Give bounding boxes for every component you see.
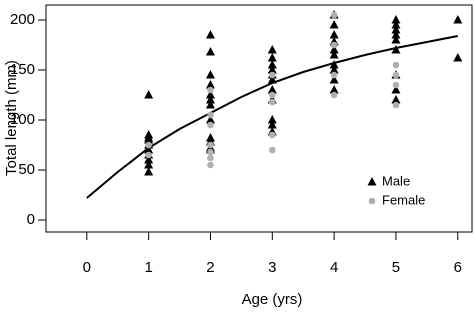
point <box>329 45 339 54</box>
point <box>207 111 214 119</box>
point <box>267 45 277 54</box>
point <box>453 15 463 24</box>
point <box>330 41 338 49</box>
x-tick-label: 0 <box>83 259 91 276</box>
y-tick-label: 150 <box>10 61 35 78</box>
x-tick-label: 3 <box>268 259 276 276</box>
point <box>391 95 401 104</box>
point <box>207 148 214 156</box>
point <box>267 120 277 129</box>
point <box>392 71 400 79</box>
point <box>205 80 215 89</box>
x-tick-label: 4 <box>330 259 338 276</box>
point <box>392 101 400 109</box>
point <box>329 50 339 59</box>
point <box>268 98 276 106</box>
point <box>391 25 401 34</box>
point <box>267 53 277 62</box>
x-tick-label: 2 <box>206 259 214 276</box>
point <box>144 90 154 99</box>
point <box>268 91 276 99</box>
point <box>145 151 152 159</box>
legend-marker <box>367 177 377 186</box>
point <box>144 160 154 169</box>
point <box>329 75 339 84</box>
point <box>267 75 277 84</box>
x-tick-label: 1 <box>144 259 152 276</box>
point <box>144 167 154 176</box>
plot-frame <box>45 4 473 233</box>
point <box>391 30 401 39</box>
point <box>207 141 214 149</box>
point <box>267 65 277 74</box>
point <box>205 115 215 124</box>
point <box>329 85 339 94</box>
point <box>268 131 276 139</box>
point <box>205 30 215 39</box>
point <box>391 85 401 94</box>
point <box>391 45 401 54</box>
point <box>267 60 277 69</box>
point <box>268 71 276 79</box>
point <box>205 100 215 109</box>
x-axis-label: Age (yrs) <box>242 291 303 308</box>
point <box>329 60 339 69</box>
point <box>392 61 400 69</box>
point <box>329 30 339 39</box>
point <box>207 161 214 169</box>
point <box>205 70 215 79</box>
legend-label: Male <box>382 173 410 188</box>
point <box>391 35 401 44</box>
point <box>144 155 154 164</box>
x-tick-label: 6 <box>454 259 462 276</box>
point <box>205 47 215 56</box>
point <box>207 121 214 129</box>
point <box>144 135 154 144</box>
point <box>329 20 339 29</box>
point <box>392 81 400 89</box>
y-tick-label: 200 <box>10 11 35 28</box>
point <box>205 90 215 99</box>
point <box>453 53 463 62</box>
point <box>330 71 338 79</box>
point <box>330 11 338 19</box>
point <box>329 65 339 74</box>
point <box>330 91 338 99</box>
point <box>267 85 277 94</box>
y-axis-label: Total length (mm) <box>3 60 20 176</box>
point <box>268 146 276 154</box>
point <box>267 115 277 124</box>
y-tick-label: 0 <box>27 211 35 228</box>
point <box>391 15 401 24</box>
legend-label: Female <box>382 192 425 207</box>
legend-marker <box>368 197 376 205</box>
point <box>145 141 152 149</box>
point <box>391 20 401 29</box>
y-tick-label: 100 <box>10 111 35 128</box>
point <box>144 145 154 154</box>
point <box>205 95 215 104</box>
x-tick-label: 5 <box>392 259 400 276</box>
point <box>207 154 214 162</box>
y-tick-label: 50 <box>18 161 35 178</box>
point <box>207 86 214 94</box>
